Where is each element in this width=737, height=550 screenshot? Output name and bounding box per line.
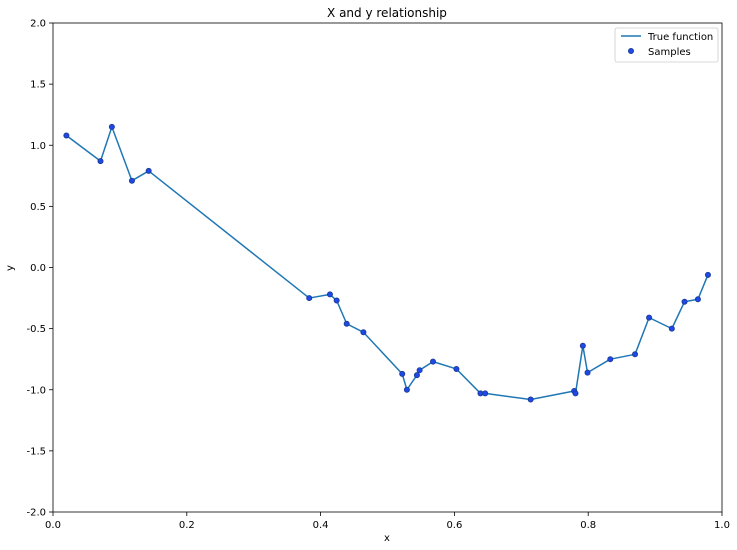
x-tick-label: 1.0: [714, 520, 730, 531]
legend-marker-swatch: [628, 48, 635, 55]
y-tick-label: -0.5: [26, 324, 46, 335]
sample-point: [482, 390, 489, 397]
sample-point: [360, 329, 367, 336]
sample-point: [632, 351, 639, 358]
x-tick-label: 0.8: [580, 520, 596, 531]
chart-title: X and y relationship: [327, 6, 447, 20]
y-tick-label: -1.5: [26, 446, 46, 457]
sample-point: [646, 314, 653, 321]
plot-area: [63, 123, 711, 403]
sample-point: [416, 367, 423, 374]
sample-point: [413, 372, 420, 379]
legend: True function Samples: [614, 27, 719, 63]
y-tick-label: -2.0: [26, 508, 46, 519]
sample-point: [681, 298, 688, 305]
sample-point: [579, 342, 586, 349]
sample-point: [343, 320, 350, 327]
sample-point: [403, 386, 410, 393]
sample-point: [108, 123, 115, 130]
y-tick-label: 0.5: [30, 202, 46, 213]
sample-point: [333, 297, 340, 304]
y-tick-label: 1.0: [30, 141, 46, 152]
x-axis-label: x: [384, 533, 390, 544]
x-tick-label: 0.4: [313, 520, 329, 531]
y-tick-label: 0.0: [30, 263, 46, 274]
plot-frame: [52, 22, 723, 513]
x-tick-label: 0.6: [446, 520, 462, 531]
y-axis-label: y: [5, 265, 16, 271]
x-axis-ticks: 0.0 0.2 0.4 0.6 0.8 1.0: [45, 512, 730, 531]
sample-point: [607, 356, 614, 363]
sample-point: [572, 390, 579, 397]
sample-point: [668, 325, 675, 332]
sample-point: [704, 271, 711, 278]
sample-point: [306, 295, 313, 302]
sample-point: [128, 177, 135, 184]
sample-point: [429, 358, 436, 365]
y-tick-label: -1.0: [26, 385, 46, 396]
sample-point: [584, 369, 591, 376]
sample-point: [694, 296, 701, 303]
legend-label-true-function: True function: [647, 32, 713, 43]
x-tick-label: 0.2: [179, 520, 195, 531]
sample-point: [326, 291, 333, 298]
sample-point: [527, 396, 534, 403]
x-tick-label: 0.0: [45, 520, 61, 531]
y-axis-ticks: -2.0 -1.5 -1.0 -0.5 0.0 0.5 1.0 1.5 2.0: [26, 19, 53, 519]
y-tick-label: 1.5: [30, 80, 46, 91]
sample-point: [453, 365, 460, 372]
sample-point: [145, 167, 152, 174]
sample-point: [399, 370, 406, 377]
series-line-true-function: [65, 126, 709, 401]
sample-point: [97, 158, 104, 165]
sample-point: [63, 132, 70, 139]
legend-label-samples: Samples: [648, 47, 691, 58]
y-tick-label: 2.0: [30, 19, 46, 30]
